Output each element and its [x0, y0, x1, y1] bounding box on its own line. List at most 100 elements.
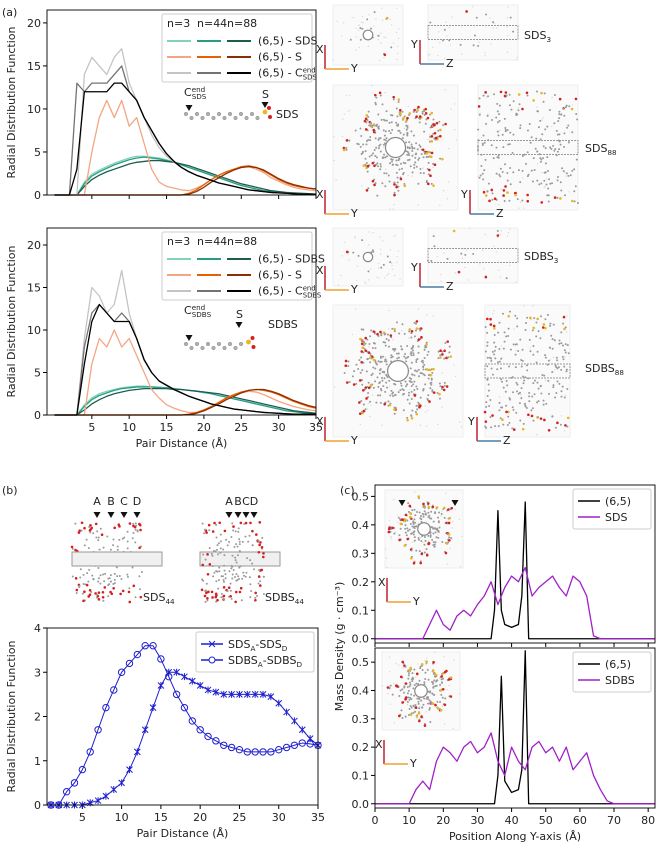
surfactant-atom [520, 359, 523, 362]
surfactant-atom [365, 139, 368, 142]
surfactant-atom [390, 158, 393, 161]
solvent [391, 268, 394, 270]
surfactant-atom [417, 697, 420, 700]
solvent [333, 135, 335, 138]
solvent [360, 21, 363, 23]
surfactant-atom [521, 169, 524, 172]
solvent [446, 198, 449, 200]
surfactant-atom [238, 538, 241, 541]
headgroup-atom [366, 164, 370, 168]
solvent [356, 265, 359, 267]
surfactant-atom [424, 346, 427, 349]
surfactant-atom [484, 122, 487, 125]
surfactant-atom [441, 696, 444, 699]
headgroup-atom [449, 355, 452, 358]
surfactant-atom [371, 347, 374, 350]
surfactant-atom [417, 375, 420, 378]
surfactant-atom [514, 314, 517, 317]
surfactant-atom [413, 388, 416, 391]
solvent [422, 717, 425, 719]
surfactant-atom [493, 341, 496, 344]
surfactant-atom [395, 184, 398, 187]
series-line [54, 303, 316, 416]
surfactant-atom [372, 341, 375, 344]
surfactant-atom [422, 515, 425, 518]
surfactant-atom [429, 21, 432, 24]
surfactant-atom [511, 406, 514, 409]
surfactant-atom [440, 693, 443, 696]
series-line [54, 82, 316, 196]
surfactant-atom [494, 357, 497, 360]
solvent [462, 248, 465, 250]
surfactant-atom [138, 588, 141, 591]
surfactant-atom [377, 113, 380, 116]
surfactant-atom [551, 415, 554, 418]
surfactant-atom [432, 686, 435, 689]
surfactant-atom [494, 425, 497, 428]
surfactant-atom [409, 522, 412, 525]
solvent [361, 185, 363, 187]
marker [94, 726, 102, 734]
solvent [375, 18, 377, 20]
surfactant-atom [531, 395, 534, 398]
headgroup-atom [406, 116, 409, 120]
surfactant-atom [405, 141, 408, 144]
surfactant-atom [99, 527, 102, 530]
headgroup-atom [424, 107, 428, 111]
nanotube [477, 140, 579, 155]
surfactant-atom [408, 698, 411, 701]
surfactant-atom [412, 110, 415, 113]
surfactant-atom [426, 397, 429, 400]
marker [235, 745, 244, 754]
headgroup-atom [345, 381, 349, 384]
solvent [380, 32, 382, 34]
surfactant-atom [489, 399, 492, 402]
surfactant-atom [427, 678, 430, 681]
surfactant-atom [395, 121, 398, 124]
surfactant-atom [426, 696, 429, 699]
surfactant-atom [441, 350, 444, 353]
headgroup-atom [371, 179, 375, 183]
marker [196, 726, 204, 734]
surfactant-atom [257, 539, 260, 542]
surfactant-atom [500, 380, 503, 383]
surfactant-atom [374, 380, 377, 383]
surfactant-atom [427, 374, 430, 377]
solvent [341, 255, 343, 257]
headgroup-atom [344, 359, 348, 363]
surfactant-atom [244, 575, 247, 578]
headgroup-atom [404, 682, 408, 685]
surfactant-atom [529, 141, 532, 144]
panel-label: (b) [2, 484, 18, 497]
solvent [381, 19, 384, 21]
nanotube [71, 551, 163, 567]
snapshot-label-part: SDS [585, 142, 607, 155]
headgroup-atom [97, 598, 101, 601]
surfactant-atom [493, 353, 496, 356]
headgroup-atom [372, 128, 376, 132]
surfactant-atom [505, 404, 508, 407]
surfactant-atom [408, 330, 411, 333]
headgroup-atom [406, 537, 410, 541]
annotation-part: C [184, 86, 192, 99]
surfactant-atom [531, 180, 534, 183]
headgroup-atom [410, 556, 413, 560]
solvent [429, 53, 431, 56]
surfactant-atom [126, 573, 129, 576]
headgroup-atom [211, 530, 215, 533]
surfactant-atom [418, 144, 421, 147]
headgroup-atom [493, 197, 497, 201]
surfactant-atom [385, 338, 388, 341]
surfactant-atom [486, 331, 489, 334]
surfactant-atom [411, 154, 414, 157]
surfactant-atom [81, 592, 84, 595]
surfactant-atom [131, 537, 134, 540]
surfactant-atom [134, 522, 137, 525]
headgroup-atom [415, 115, 418, 118]
surfactant-atom [517, 392, 520, 395]
headgroup-atom [213, 521, 216, 525]
surfactant-atom [554, 426, 557, 429]
legend-label-part: SDBS [605, 674, 635, 687]
headgroup-atom [527, 413, 530, 417]
solvent [387, 692, 389, 695]
